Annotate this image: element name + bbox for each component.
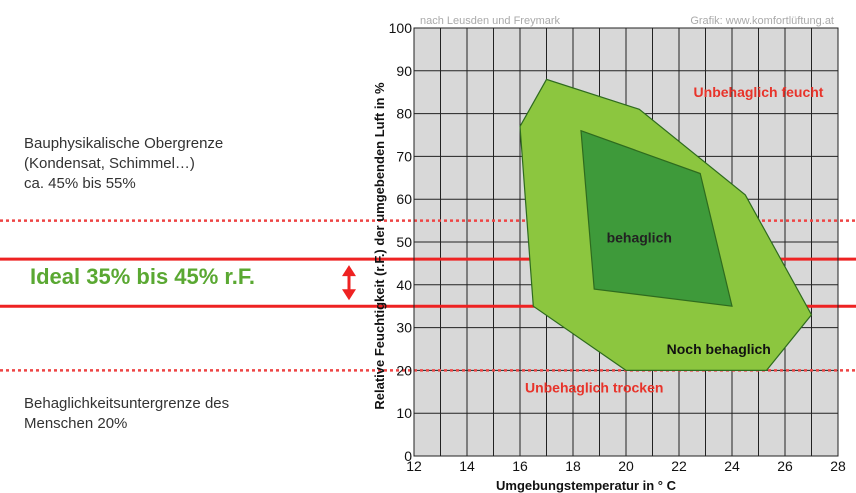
region-behaglich <box>580 129 733 307</box>
y-axis-title: Relative Feuchtigkeit (r.F.) der umgeben… <box>372 82 387 410</box>
x-tick-label: 14 <box>459 458 475 474</box>
y-tick-label: 70 <box>396 148 412 164</box>
x-tick-label: 16 <box>512 458 528 474</box>
x-tick-label: 22 <box>671 458 687 474</box>
upper-limit-line-1: Bauphysikalische Obergrenze <box>24 135 224 152</box>
x-tick-label: 26 <box>777 458 793 474</box>
lower-limit-note: Behaglichkeitsuntergrenze des Menschen 2… <box>24 394 229 434</box>
y-tick-label: 10 <box>396 405 412 421</box>
source-credit: nach Leusden und Freymark <box>420 15 561 27</box>
upper-limit-line-2: (Kondensat, Schimmel…) <box>24 155 195 172</box>
y-tick-label: 0 <box>404 448 412 464</box>
ideal-range-arrow-head-up <box>342 265 356 277</box>
y-tick-label: 60 <box>396 191 412 207</box>
x-tick-label: 28 <box>830 458 846 474</box>
y-tick-label: 90 <box>396 63 412 79</box>
upper-limit-line-3: ca. 45% bis 55% <box>24 175 136 192</box>
lower-limit-line-2: Menschen 20% <box>24 415 128 432</box>
y-tick-label: 40 <box>396 277 412 293</box>
plot-frame <box>413 27 839 457</box>
y-tick-label: 50 <box>396 234 412 250</box>
y-tick-label: 80 <box>396 106 412 122</box>
x-tick-label: 20 <box>618 458 634 474</box>
y-tick-label: 30 <box>396 320 412 336</box>
ideal-range-label: Ideal 35% bis 45% r.F. <box>30 264 256 289</box>
y-tick-label: 100 <box>389 20 413 36</box>
region-label: Unbehaglich trocken <box>525 380 663 396</box>
x-tick-label: 24 <box>724 458 740 474</box>
x-axis-title: Umgebungstemperatur in ° C <box>496 478 677 493</box>
region-label: behaglich <box>607 230 672 246</box>
y-tick-label: 20 <box>396 362 412 378</box>
ideal-range-arrow-head-down <box>342 289 356 301</box>
upper-limit-note: Bauphysikalische Obergrenze (Kondensat, … <box>24 134 223 194</box>
region-label: Noch behaglich <box>667 341 771 357</box>
x-tick-label: 12 <box>406 458 422 474</box>
lower-limit-line-1: Behaglichkeitsuntergrenze des <box>24 395 230 412</box>
graphic-credit: Grafik: www.komfortlüftung.at <box>690 15 834 27</box>
x-tick-label: 18 <box>565 458 581 474</box>
region-label: Unbehaglich feucht <box>694 84 824 100</box>
